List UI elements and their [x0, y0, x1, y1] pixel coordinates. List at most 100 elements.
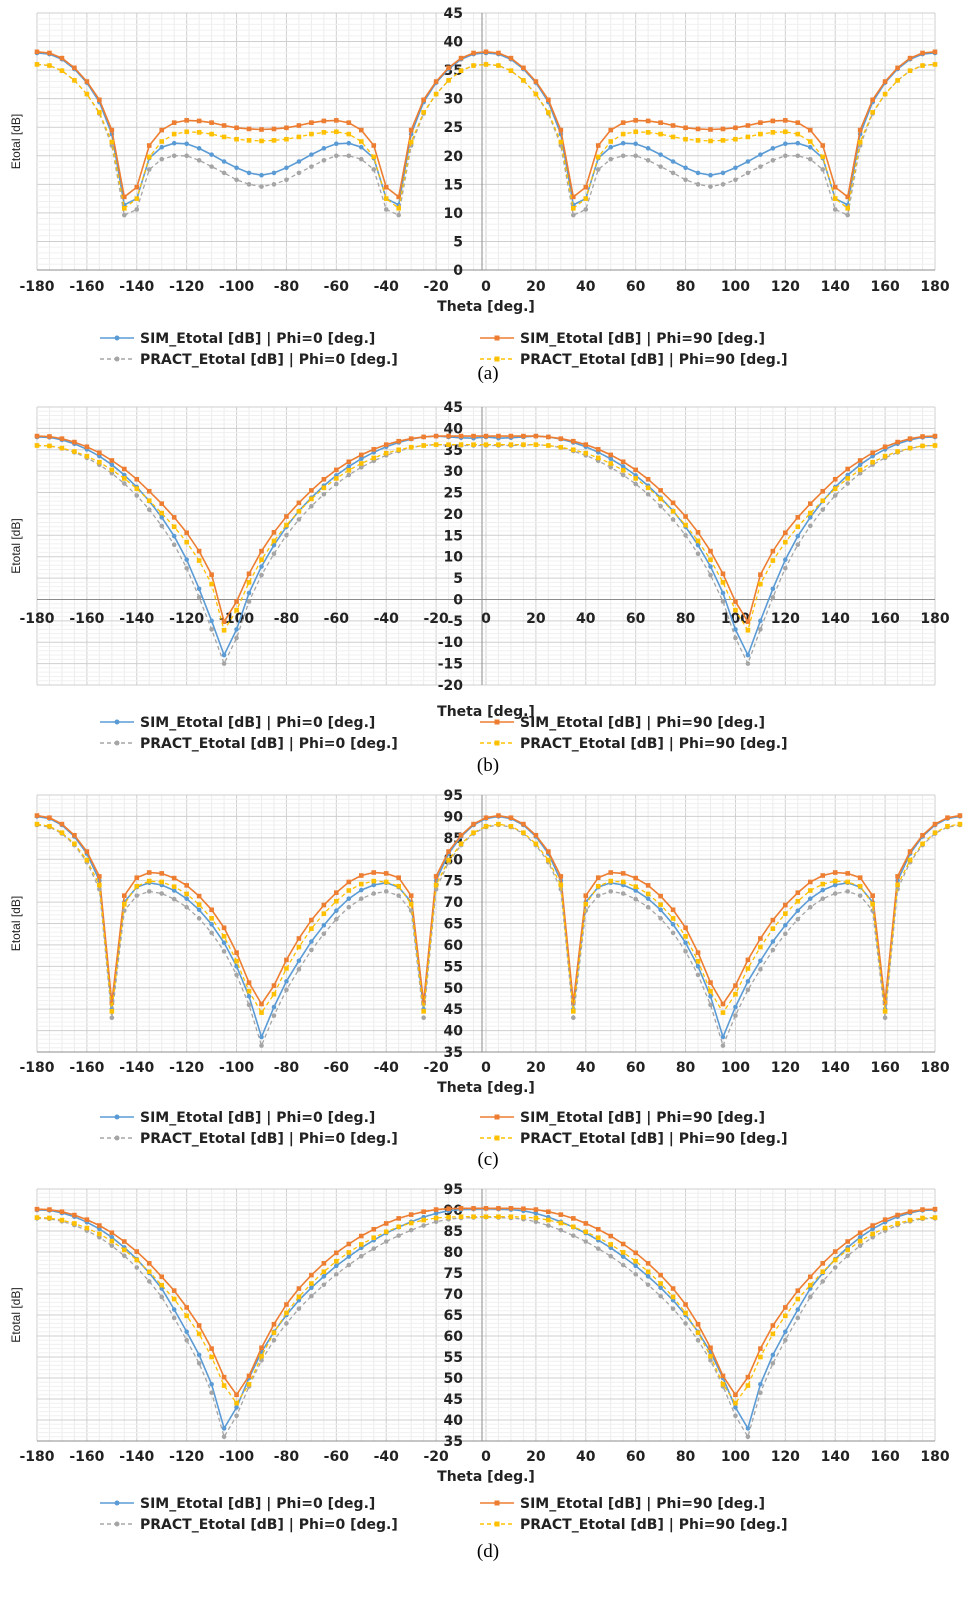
- data-point: [758, 164, 763, 169]
- data-point: [907, 55, 913, 61]
- y-tick-label: 15: [444, 177, 463, 193]
- data-point: [421, 97, 426, 103]
- data-point: [334, 1250, 339, 1256]
- data-point: [832, 184, 838, 190]
- data-point: [159, 127, 165, 133]
- data-point: [296, 1286, 302, 1291]
- data-point: [346, 1241, 352, 1247]
- data-point: [758, 1390, 763, 1395]
- data-point: [334, 129, 339, 135]
- data-point: [658, 488, 663, 493]
- data-point: [184, 1329, 189, 1335]
- data-point: [358, 1233, 364, 1239]
- data-point: [371, 1246, 377, 1251]
- legend-entry: PRACT_Etotal [dB] | Phi=90 [deg.]: [480, 1131, 788, 1147]
- data-point: [882, 453, 888, 459]
- x-axis-title: Theta [deg.]: [437, 299, 535, 315]
- data-point: [184, 1337, 189, 1343]
- x-tick-label: -120: [169, 611, 204, 627]
- data-point: [334, 153, 339, 159]
- data-point: [146, 889, 152, 894]
- x-tick-label: 180: [920, 279, 949, 295]
- data-point: [371, 447, 377, 452]
- data-point: [408, 893, 414, 898]
- data-point: [583, 893, 589, 898]
- data-point: [47, 443, 52, 449]
- data-point: [720, 1382, 726, 1387]
- data-point: [571, 447, 576, 453]
- y-tick-label: 35: [444, 1045, 463, 1061]
- x-tick-label: -80: [274, 1449, 300, 1465]
- data-point: [645, 1274, 651, 1279]
- data-point: [259, 564, 264, 569]
- data-point: [433, 79, 439, 84]
- data-point: [122, 194, 127, 200]
- data-point: [483, 1206, 489, 1211]
- data-point: [159, 515, 165, 520]
- data-point: [758, 1346, 763, 1351]
- data-point: [334, 476, 339, 481]
- data-point: [34, 813, 40, 818]
- data-point: [72, 78, 77, 83]
- data-point: [932, 62, 938, 67]
- data-point: [895, 874, 900, 879]
- x-tick-label: 140: [821, 1060, 850, 1076]
- data-point: [845, 466, 850, 472]
- x-tick-label: -100: [219, 1449, 254, 1465]
- data-point: [72, 65, 77, 71]
- data-point: [59, 68, 65, 73]
- data-point: [857, 462, 863, 468]
- data-point: [59, 830, 65, 835]
- data-point: [146, 507, 152, 512]
- data-point: [783, 530, 788, 536]
- data-point: [595, 875, 601, 880]
- data-point: [708, 572, 713, 578]
- data-point: [134, 1257, 140, 1263]
- data-point: [857, 1235, 863, 1240]
- panel-caption: (b): [477, 755, 499, 776]
- data-point: [34, 443, 40, 448]
- data-point: [321, 902, 327, 908]
- data-point: [122, 212, 127, 218]
- data-point: [708, 548, 713, 554]
- data-point: [683, 165, 688, 171]
- data-point: [645, 491, 651, 497]
- data-point: [346, 120, 352, 125]
- data-point: [321, 1274, 327, 1279]
- legend-swatch-marker: [114, 1114, 120, 1120]
- data-point: [658, 152, 663, 157]
- data-point: [583, 1239, 589, 1244]
- data-point: [720, 1373, 726, 1379]
- data-point: [321, 118, 327, 124]
- y-tick-label: 95: [444, 1182, 463, 1198]
- legend-label: PRACT_Etotal [dB] | Phi=0 [deg.]: [140, 736, 398, 752]
- data-point: [783, 539, 788, 545]
- data-point: [259, 1001, 264, 1007]
- data-point: [134, 893, 140, 898]
- data-point: [633, 141, 638, 147]
- x-tick-label: -60: [324, 1060, 350, 1076]
- data-point: [795, 898, 801, 904]
- data-point: [184, 530, 189, 536]
- legend-entry: SIM_Etotal [dB] | Phi=90 [deg.]: [480, 331, 765, 347]
- data-point: [146, 878, 152, 884]
- data-point: [97, 450, 102, 456]
- legend-entry: SIM_Etotal [dB] | Phi=90 [deg.]: [480, 1110, 765, 1126]
- legend-swatch-marker: [114, 356, 120, 362]
- data-point: [845, 879, 850, 885]
- data-point: [496, 442, 501, 447]
- data-point: [458, 442, 464, 447]
- data-point: [533, 1215, 539, 1221]
- data-point: [745, 1374, 751, 1380]
- data-point: [783, 118, 788, 123]
- data-point: [895, 882, 900, 888]
- data-point: [246, 126, 252, 132]
- data-point: [546, 434, 551, 440]
- data-point: [820, 488, 826, 494]
- data-point: [146, 488, 152, 494]
- data-point: [371, 878, 377, 884]
- data-point: [932, 830, 938, 835]
- data-point: [271, 1004, 277, 1010]
- data-point: [171, 120, 177, 125]
